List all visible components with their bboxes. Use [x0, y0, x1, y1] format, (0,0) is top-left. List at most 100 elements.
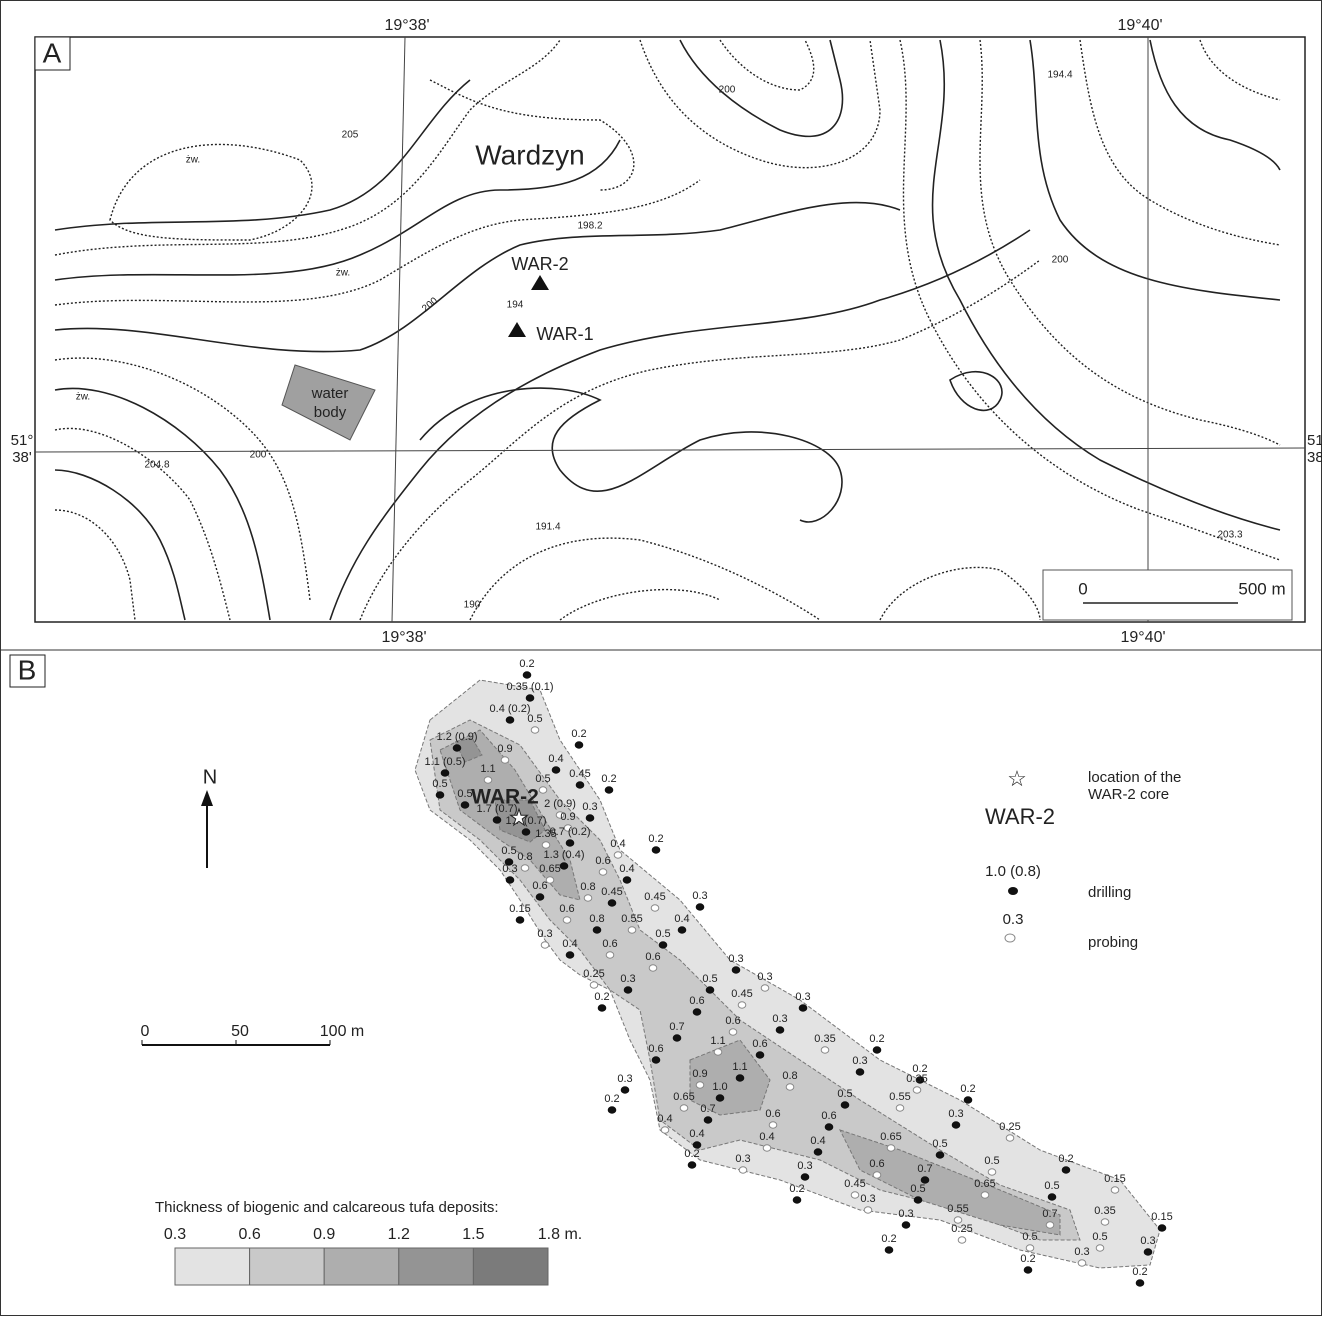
- thickness-swatch: [250, 1248, 325, 1285]
- legend-text: probing: [1088, 934, 1138, 951]
- sample-point: [586, 815, 594, 821]
- sample-label: 0.6: [602, 938, 617, 950]
- sample-label: 1.35: [535, 828, 556, 840]
- sample-label: 2 (0.9): [544, 798, 576, 810]
- sample-point: [739, 1167, 747, 1173]
- sample-point: [704, 1117, 712, 1123]
- sample-point: [605, 787, 613, 793]
- sample-label: 0.35: [814, 1033, 835, 1045]
- sample-label: 0.2: [881, 1233, 896, 1245]
- sample-point: [1096, 1245, 1104, 1251]
- legend-text: 0.3: [1003, 911, 1024, 928]
- sample-point: [887, 1145, 895, 1151]
- sample-label: 0.6: [559, 903, 574, 915]
- scale-label: 0: [1078, 579, 1087, 598]
- thickness-tick: 0.6: [238, 1226, 260, 1243]
- sample-point: [531, 727, 539, 733]
- sample-point: [1006, 1135, 1014, 1141]
- sample-label: 0.5: [527, 713, 542, 725]
- sample-label: 0.6: [532, 880, 547, 892]
- sample-point: [696, 1082, 704, 1088]
- sample-label: 0.4: [674, 913, 689, 925]
- sample-point: [841, 1102, 849, 1108]
- sample-point: [484, 777, 492, 783]
- sample-point: [461, 802, 469, 808]
- sample-label: 0.3: [948, 1108, 963, 1120]
- sample-label: 0.2: [604, 1093, 619, 1105]
- sample-point: [542, 842, 550, 848]
- legend-star: ☆: [1007, 766, 1027, 791]
- sample-point: [864, 1207, 872, 1213]
- sample-label: 0.2: [571, 728, 586, 740]
- sample-point: [776, 1027, 784, 1033]
- sample-point: [526, 695, 534, 701]
- coordinate: 19°38': [381, 629, 426, 646]
- sample-point: [714, 1049, 722, 1055]
- sample-point: [624, 987, 632, 993]
- sample-label: 0.5: [837, 1088, 852, 1100]
- sample-label: 0.15: [1151, 1211, 1172, 1223]
- sample-label: 0.65: [539, 863, 560, 875]
- sample-point: [552, 767, 560, 773]
- spot-height: 203.3: [1217, 530, 1242, 541]
- contour-label: 205: [342, 130, 359, 141]
- sample-point: [506, 717, 514, 723]
- sample-label: 0.2: [648, 833, 663, 845]
- scale-label: 500 m: [1238, 579, 1285, 598]
- sample-point: [566, 952, 574, 958]
- sample-label: 0.4: [548, 753, 563, 765]
- sample-label: 0.4: [610, 838, 625, 850]
- sample-point: [821, 1047, 829, 1053]
- sample-label: 0.5: [501, 845, 516, 857]
- sample-point: [814, 1149, 822, 1155]
- thickness-tick: 1.5: [462, 1226, 484, 1243]
- coordinate: 51°: [11, 432, 34, 449]
- sample-label: 0.5: [984, 1155, 999, 1167]
- sample-label: 0.2: [684, 1148, 699, 1160]
- sample-point: [1158, 1225, 1166, 1231]
- map-frame: [35, 37, 1305, 622]
- sample-label: 0.8: [589, 913, 604, 925]
- sample-point: [1046, 1222, 1054, 1228]
- sample-point: [680, 1105, 688, 1111]
- sample-point: [614, 852, 622, 858]
- sample-label: 0.8: [517, 851, 532, 863]
- sample-point: [1062, 1167, 1070, 1173]
- coordinate: 38': [12, 449, 32, 466]
- sample-point: [563, 917, 571, 923]
- sample-point: [1048, 1194, 1056, 1200]
- sample-label: 0.2: [789, 1183, 804, 1195]
- sample-point: [441, 770, 449, 776]
- sample-label: 0.5: [655, 928, 670, 940]
- sample-point: [693, 1009, 701, 1015]
- sample-point: [649, 965, 657, 971]
- sample-point: [958, 1237, 966, 1243]
- sample-point: [729, 1029, 737, 1035]
- sample-label: 0.3: [620, 973, 635, 985]
- sample-label: 0.25: [583, 968, 604, 980]
- sample-point: [652, 847, 660, 853]
- sample-point: [608, 1107, 616, 1113]
- sample-label: 0.35 (0.1): [506, 681, 553, 693]
- sample-point: [896, 1105, 904, 1111]
- sample-point: [536, 894, 544, 900]
- contour-label: 190: [464, 600, 481, 611]
- sample-point: [873, 1047, 881, 1053]
- sample-label: 1.3 (0.4): [544, 849, 585, 861]
- sample-point: [652, 1057, 660, 1063]
- sample-label: 0.5: [932, 1138, 947, 1150]
- sample-label: 0.6: [725, 1015, 740, 1027]
- sample-point: [590, 982, 598, 988]
- sample-label: 0.3: [757, 971, 772, 983]
- sample-label: 0.3: [537, 928, 552, 940]
- sample-label: 0.65: [880, 1131, 901, 1143]
- sample-label: 0.4: [759, 1131, 774, 1143]
- sample-label: 0.3: [860, 1193, 875, 1205]
- sample-label: 0.3: [692, 890, 707, 902]
- sample-label: 0.2: [869, 1033, 884, 1045]
- place-name: Wardzyn: [475, 139, 584, 170]
- sample-label: 0.3: [1140, 1235, 1155, 1247]
- panel-a: A 19°38' 19°40' 19°38' 19°40' 51° 38' 51…: [11, 17, 1322, 646]
- sample-label: 0.35: [906, 1073, 927, 1085]
- thickness-tick: 1.8 m.: [538, 1226, 582, 1243]
